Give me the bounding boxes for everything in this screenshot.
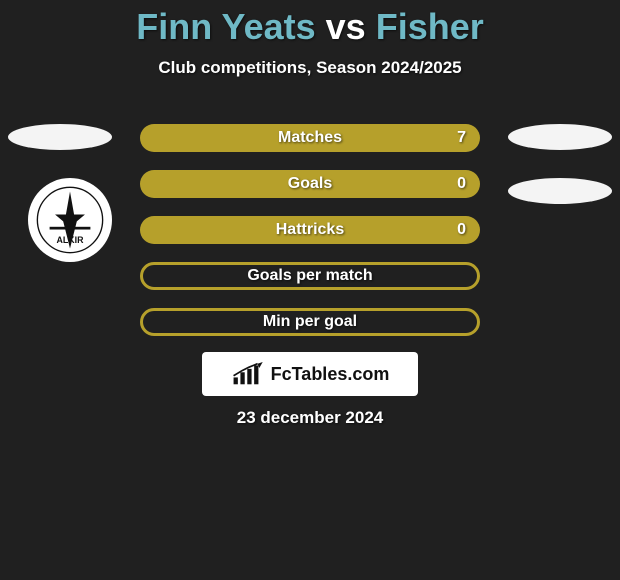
branding-chart-icon — [231, 362, 267, 386]
player1-name: Finn Yeats — [136, 6, 315, 47]
branding-box: FcTables.com — [202, 352, 418, 396]
stat-row-goals: Goals 0 — [140, 170, 480, 198]
club-badge-label: ALKIR — [57, 235, 85, 245]
stat-value: 0 — [457, 221, 466, 239]
stat-label: Min per goal — [263, 313, 357, 331]
stat-row-matches: Matches 7 — [140, 124, 480, 152]
stats-bars: Matches 7 Goals 0 Hattricks 0 Goals per … — [140, 124, 480, 354]
player2-avatar-placeholder-2 — [508, 178, 612, 204]
stat-label: Goals — [288, 175, 332, 193]
stat-row-min-per-goal: Min per goal — [140, 308, 480, 336]
branding-text: FcTables.com — [271, 364, 390, 385]
club-badge-icon: ALKIR — [36, 186, 104, 254]
comparison-title: Finn Yeats vs Fisher — [0, 0, 620, 48]
player2-name: Fisher — [376, 6, 484, 47]
stat-row-goals-per-match: Goals per match — [140, 262, 480, 290]
stat-label: Goals per match — [247, 267, 372, 285]
stat-row-hattricks: Hattricks 0 — [140, 216, 480, 244]
subtitle: Club competitions, Season 2024/2025 — [0, 58, 620, 78]
stat-label: Hattricks — [276, 221, 344, 239]
stat-value: 7 — [457, 129, 466, 147]
player2-avatar-placeholder-1 — [508, 124, 612, 150]
vs-label: vs — [326, 6, 366, 47]
club-badge: ALKIR — [28, 178, 112, 262]
stat-value: 0 — [457, 175, 466, 193]
player1-avatar-placeholder — [8, 124, 112, 150]
stat-label: Matches — [278, 129, 342, 147]
date-label: 23 december 2024 — [0, 408, 620, 428]
